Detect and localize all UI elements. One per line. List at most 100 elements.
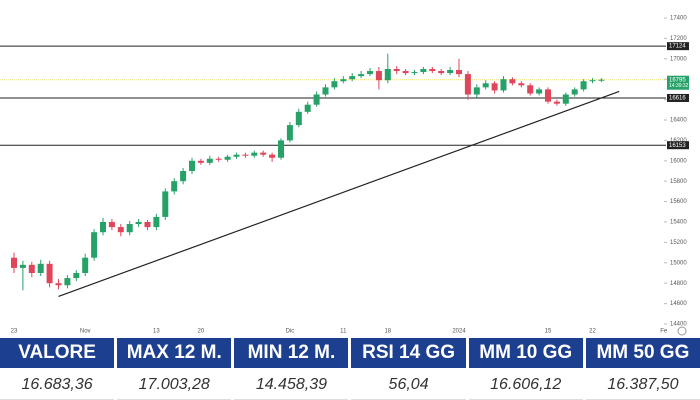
candle-body bbox=[482, 83, 489, 88]
table-header: VALORE bbox=[0, 338, 115, 368]
candle-body bbox=[46, 263, 53, 284]
price-tag bbox=[667, 75, 689, 90]
candle-body bbox=[108, 222, 115, 228]
candle-body bbox=[180, 171, 187, 182]
candle-body bbox=[100, 222, 106, 233]
x-tick-label: 22 bbox=[589, 329, 596, 335]
candle-body bbox=[233, 154, 240, 157]
candle-body bbox=[331, 81, 338, 88]
candle-body bbox=[500, 79, 507, 91]
candle-body bbox=[295, 111, 302, 126]
level-label: 17124 bbox=[669, 44, 686, 50]
y-tick-label: 15600 bbox=[670, 199, 687, 205]
candle-body bbox=[518, 83, 525, 86]
y-tick-label: 16400 bbox=[670, 118, 687, 124]
table-header: MAX 12 M. bbox=[117, 338, 232, 368]
y-tick-label: 14600 bbox=[670, 301, 687, 307]
table-header: MIN 12 M. bbox=[234, 338, 349, 368]
candle-body bbox=[144, 222, 151, 228]
candle-body bbox=[55, 283, 62, 286]
candle-body bbox=[126, 224, 133, 233]
level-tag bbox=[667, 141, 689, 150]
candle-body bbox=[304, 104, 311, 112]
candle-body bbox=[19, 264, 26, 268]
y-tick-label: 17000 bbox=[670, 56, 687, 62]
stats-table: VALORE MAX 12 M. MIN 12 M. RSI 14 GG MM 10 G… bbox=[0, 338, 700, 400]
candle-body bbox=[162, 191, 169, 217]
candle-body bbox=[28, 264, 35, 273]
table-value: 16.606,12 bbox=[468, 371, 583, 400]
candle-body bbox=[251, 152, 258, 156]
countdown-label: 14:39:32 bbox=[669, 83, 689, 89]
candle-body bbox=[189, 160, 195, 171]
candle-body bbox=[224, 156, 231, 160]
candle-body bbox=[278, 140, 284, 158]
candle-body bbox=[64, 278, 71, 286]
candle-body bbox=[473, 87, 480, 95]
candle-body bbox=[242, 154, 249, 156]
candle-body bbox=[367, 71, 373, 75]
candle-body bbox=[571, 89, 578, 95]
candle-body bbox=[447, 70, 454, 74]
level-tag bbox=[667, 42, 689, 51]
candle-body bbox=[598, 79, 605, 81]
candle-body bbox=[11, 257, 17, 268]
candle-body bbox=[527, 85, 534, 94]
table-header: MM 10 GG bbox=[468, 338, 583, 368]
candle-body bbox=[91, 232, 98, 258]
candle-body bbox=[545, 89, 551, 102]
candle-body bbox=[37, 263, 44, 273]
candle-body bbox=[589, 80, 596, 82]
chart-background bbox=[0, 0, 700, 338]
y-tick-label: 14800 bbox=[670, 281, 687, 287]
candle-body bbox=[375, 71, 382, 81]
table-value: 56,04 bbox=[351, 371, 466, 400]
x-tick-label: Nov bbox=[80, 329, 91, 335]
x-tick-label: 23 bbox=[11, 329, 18, 335]
chart: 14400 14600 14800 15000 15200 15400 15600 15800… bbox=[0, 0, 700, 338]
candle-body bbox=[411, 72, 418, 74]
y-tick-label: 17200 bbox=[670, 36, 687, 42]
x-tick-label: Fe bbox=[660, 329, 668, 335]
candle-body bbox=[215, 158, 222, 160]
x-tick-label: 20 bbox=[198, 329, 205, 335]
y-tick-label: 15800 bbox=[670, 179, 687, 185]
y-tick-label: 14400 bbox=[670, 322, 687, 328]
candle-body bbox=[135, 222, 142, 225]
candle-body bbox=[580, 81, 587, 90]
last-price-label: 16795 bbox=[669, 77, 686, 83]
table-header: RSI 14 GG bbox=[351, 338, 466, 368]
x-tick-label: Dic bbox=[286, 329, 295, 335]
candle-body bbox=[117, 227, 124, 233]
table-value: 14.458,39 bbox=[234, 371, 349, 400]
candle-body bbox=[420, 69, 427, 73]
candle-body bbox=[509, 79, 516, 84]
candle-body bbox=[536, 89, 543, 94]
candle-body bbox=[562, 94, 569, 104]
candle-body bbox=[429, 69, 436, 72]
x-tick-label: 11 bbox=[340, 329, 347, 335]
candle-body bbox=[491, 83, 498, 91]
candle-body bbox=[286, 125, 293, 141]
level-label: 16153 bbox=[669, 143, 686, 149]
candle-body bbox=[402, 71, 409, 74]
settings-icon[interactable] bbox=[677, 326, 687, 336]
x-tick-label: 13 bbox=[153, 329, 160, 335]
candle-body bbox=[349, 76, 356, 80]
candle-body bbox=[171, 181, 178, 192]
candle-body bbox=[553, 101, 560, 104]
x-tick-label: 2024 bbox=[452, 329, 466, 335]
y-tick-label: 15400 bbox=[670, 220, 687, 226]
x-tick-label: 18 bbox=[384, 329, 391, 335]
candle-body bbox=[269, 154, 276, 158]
y-tick-label: 17400 bbox=[670, 16, 687, 22]
candle-body bbox=[358, 74, 365, 77]
candle-body bbox=[384, 69, 391, 81]
y-tick-label: 16200 bbox=[670, 138, 687, 144]
candle-body bbox=[456, 70, 462, 75]
table-value: 16.683,36 bbox=[0, 371, 115, 400]
candle-body bbox=[206, 158, 213, 163]
candle-body bbox=[82, 257, 89, 273]
candle-body bbox=[260, 152, 267, 155]
level-label: 16616 bbox=[669, 96, 686, 102]
